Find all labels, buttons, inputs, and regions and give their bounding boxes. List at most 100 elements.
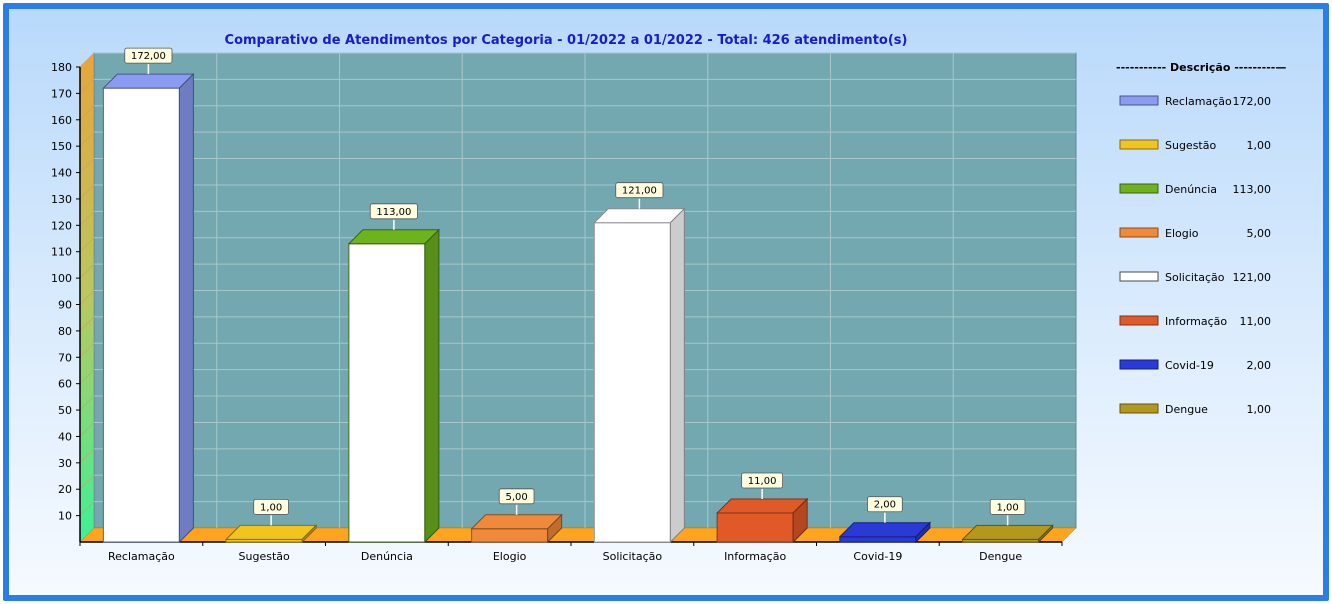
data-label-box [741,472,784,489]
legend-label: Dengue [1165,403,1208,416]
grid-line-y-side [79,422,95,437]
data-label: 172,00 [131,51,166,62]
data-label: 11,00 [748,476,777,487]
bar-top [470,514,563,530]
y-tick-label: 150 [51,140,72,153]
grid-line-y-side [79,263,95,279]
grid-line-y-side [79,237,95,252]
grid-line-y-side [79,343,95,358]
bar-top [593,208,686,224]
y-tick-label: 20 [58,483,72,496]
legend-label: Informação [1165,315,1227,328]
data-label-box [989,498,1026,515]
bar-side [547,513,563,544]
legend-value: 1,00 [1247,403,1272,416]
y-tick-label: 130 [51,193,72,206]
grid-line-y-side [79,52,95,68]
bar [839,536,917,543]
bar [716,512,794,543]
legend-swatch [1119,271,1159,282]
bar-top [715,498,809,514]
bar-top [961,524,1054,540]
y-tick-label: 110 [51,246,72,259]
y-tick-label: 80 [58,325,72,338]
bar [102,87,180,543]
data-label: 113,00 [376,207,411,218]
grid-line-y-side [79,131,95,147]
y-tick-label: 60 [58,378,72,391]
data-label-box [615,182,664,199]
legend: ----------- Descrição ---------— Reclama… [1116,61,1286,416]
legend-value: 1,00 [1247,139,1272,152]
y-tick-label: 170 [51,87,72,100]
y-tick-label: 50 [58,404,72,417]
grid-line-y-side [79,475,95,490]
bar-top [838,522,932,538]
data-label-box [498,488,535,505]
x-tick-label: Sugestão [239,550,290,563]
y-tick-label: 30 [58,457,72,470]
bar-side [792,497,808,544]
data-label-box [253,498,289,515]
y-tick-label: 160 [51,114,72,127]
y-tick-label: 140 [51,167,72,180]
x-tick-label: Covid-19 [853,550,902,563]
grid-line-y-side [79,448,95,464]
legend-swatch [1119,359,1159,370]
data-label: 2,00 [874,500,896,511]
legend-value: 11,00 [1240,315,1272,328]
bar-side [669,207,685,544]
legend-swatch [1119,403,1159,414]
x-tick-label: Reclamação [108,550,175,563]
grid-line-y-side [79,184,95,200]
grid-line-y-side [79,158,95,173]
legend-value: 2,00 [1247,359,1272,372]
data-label: 121,00 [622,186,657,197]
legend-swatch [1119,315,1159,326]
y-tick-label: 120 [51,219,72,232]
grid-line-y-side [79,290,95,305]
bar-side [178,72,194,544]
x-tick-label: Informação [724,550,786,563]
data-label-box [867,496,903,513]
grid-line-y-side [79,369,95,384]
bar-top [347,229,441,245]
grid-line-y-side [79,501,95,516]
bar-side [1038,524,1054,544]
grid-line-y-side [79,105,95,120]
legend-title: ----------- Descrição ---------— [1116,61,1286,74]
x-tick-label: Dengue [979,550,1022,563]
legend-value: 172,00 [1233,95,1272,108]
bar-top [224,524,318,540]
legend-label: Covid-19 [1165,359,1214,372]
bar-side [301,524,317,544]
chart-title: Comparativo de Atendimentos por Categori… [225,33,908,48]
bar-side [915,521,931,544]
grid-line-y-side [79,316,95,332]
y-tick-label: 90 [58,299,72,312]
x-tick-label: Denúncia [361,550,413,563]
plot-area: 10 20 30 40 50 60 70 80 90 100 110 120 130 140 150 160 1… [51,47,1077,563]
legend-value: 121,00 [1233,271,1272,284]
data-label-box [124,47,173,64]
y-tick-label: 180 [51,61,72,74]
data-label: 5,00 [505,492,527,503]
x-tick-label: Elogio [493,550,527,563]
legend-swatch [1119,227,1159,238]
data-label: 1,00 [260,502,282,513]
legend-value: 113,00 [1233,183,1272,196]
y-tick-label: 100 [51,272,72,285]
y-tick-label: 10 [58,510,72,523]
legend-swatch [1119,139,1159,150]
legend-value: 5,00 [1247,227,1272,240]
legend-swatch [1119,183,1159,194]
legend-swatch [1119,95,1159,106]
bar [471,528,549,543]
legend-label: Solicitação [1165,271,1225,284]
grid-line-y-side [79,395,95,411]
grid-line-y-side [79,79,95,94]
bar [593,222,671,543]
y-tick-label: 40 [58,430,72,443]
x-tick-label: Solicitação [603,550,663,563]
